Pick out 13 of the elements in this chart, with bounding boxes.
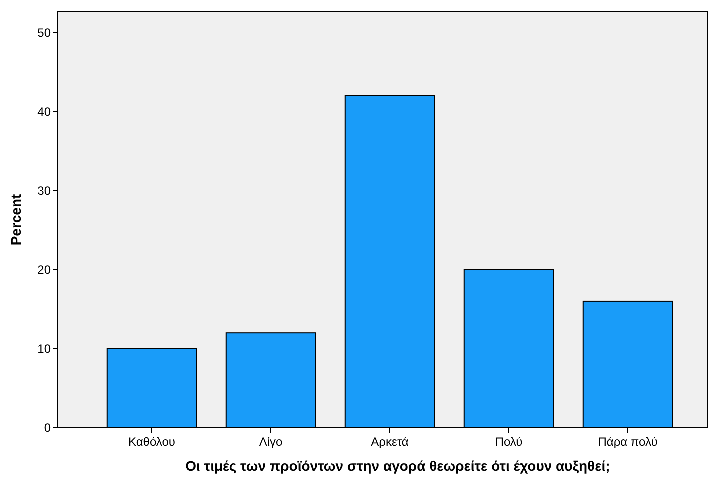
y-tick-label: 40 [38, 104, 52, 119]
x-tick-label: Λίγο [259, 435, 283, 449]
x-axis-title: Οι τιμές των προϊόντων στην αγορά θεωρείτε ότι έχουν αυξηθεί; [186, 458, 610, 474]
x-tick-label: Πολύ [495, 435, 523, 449]
y-tick-label: 0 [44, 421, 52, 436]
y-axis-title: Percent [8, 194, 24, 246]
y-tick-label: 20 [38, 263, 52, 278]
y-tick-label: 30 [38, 184, 52, 198]
y-tick-label: 50 [38, 26, 52, 40]
x-tick-label: Αρκετά [371, 435, 409, 449]
y-tick-label: 10 [38, 342, 52, 356]
x-tick-label: Καθόλου [128, 435, 176, 449]
x-tick-label: Πάρα πολύ [598, 435, 658, 449]
